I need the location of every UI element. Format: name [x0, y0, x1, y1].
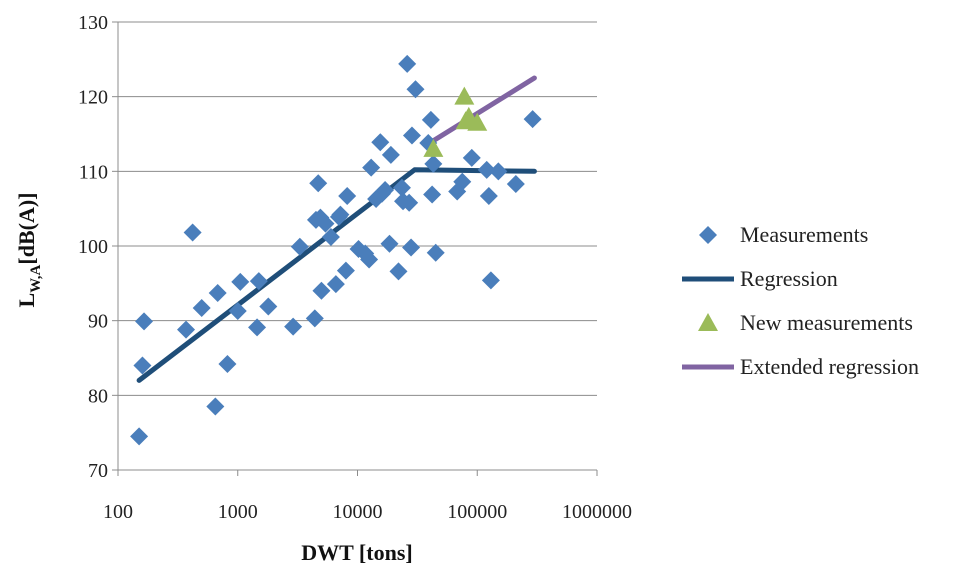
- measurement-point: [360, 250, 379, 269]
- data-points: [130, 54, 542, 446]
- legend: Measurements Regression New measurements Ex…: [682, 222, 919, 379]
- measurement-point: [402, 126, 421, 145]
- legend-label-regression: Regression: [740, 266, 838, 291]
- measurement-point: [192, 298, 211, 317]
- legend-swatch-measurements: [699, 226, 717, 244]
- y-tick-label: 100: [78, 236, 108, 258]
- measurement-point: [177, 320, 196, 339]
- measurement-point: [392, 178, 411, 197]
- measurement-point: [481, 271, 500, 290]
- measurement-point: [309, 174, 328, 193]
- new-measurement-point: [454, 86, 475, 105]
- measurement-point: [506, 175, 525, 194]
- measurement-point: [326, 275, 345, 294]
- measurement-point: [305, 309, 324, 328]
- measurement-point: [316, 214, 335, 233]
- measurement-point: [398, 54, 417, 73]
- measurement-point: [248, 318, 267, 337]
- measurement-point: [421, 110, 440, 129]
- measurement-point: [376, 181, 395, 199]
- new-measurement-point: [467, 112, 488, 131]
- x-tick-label: 1000: [218, 501, 258, 523]
- measurement-point: [249, 272, 268, 291]
- series-line-extended-regression: [429, 75, 537, 144]
- measurement-point: [406, 80, 425, 99]
- measurement-point: [402, 238, 421, 257]
- measurement-point: [362, 158, 381, 177]
- measurement-point: [231, 272, 250, 291]
- measurement-point: [489, 162, 508, 181]
- measurement-point: [228, 301, 247, 320]
- measurement-point: [453, 172, 472, 191]
- x-tick-label: 100000: [447, 501, 507, 523]
- new-measurement-point: [423, 138, 444, 157]
- y-tick-label: 70: [88, 460, 108, 482]
- measurement-point: [477, 160, 496, 179]
- y-tick-label: 120: [78, 87, 108, 109]
- measurement-point: [423, 185, 442, 204]
- measurement-point: [479, 186, 498, 205]
- y-axis-title-subscript: W,A: [28, 264, 44, 292]
- x-axis-title: DWT [tons]: [301, 540, 412, 565]
- x-tick-label: 100: [103, 501, 133, 523]
- y-tick-label: 130: [78, 12, 108, 34]
- measurement-point: [259, 297, 278, 316]
- measurement-point: [130, 427, 149, 446]
- series-line-regression: [136, 167, 537, 383]
- legend-swatch-new-measurements: [698, 313, 718, 331]
- y-axis-title-unit: [dB(A)]: [14, 192, 39, 264]
- measurement-point: [462, 148, 481, 167]
- measurement-point: [424, 154, 443, 173]
- y-tick-label: 110: [79, 161, 108, 183]
- y-axis-title-main: L: [14, 293, 39, 308]
- legend-label-measurements: Measurements: [740, 222, 868, 247]
- x-tick-label: 1000000: [562, 501, 632, 523]
- measurement-point: [523, 110, 542, 129]
- measurement-point: [380, 234, 399, 253]
- measurement-point: [284, 317, 303, 336]
- measurement-point: [135, 312, 154, 331]
- measurement-point: [338, 186, 357, 205]
- measurement-point: [400, 193, 419, 212]
- x-axis-ticks: 100 1000 10000 100000 1000000: [103, 470, 632, 523]
- y-tick-label: 90: [88, 311, 108, 333]
- measurement-point: [133, 356, 152, 375]
- measurement-point: [218, 354, 237, 373]
- measurement-point: [208, 284, 227, 303]
- x-tick-label: 10000: [333, 501, 383, 523]
- y-tick-label: 80: [88, 385, 108, 407]
- measurement-point: [371, 133, 390, 152]
- measurement-point: [183, 223, 202, 242]
- measurement-point: [356, 244, 375, 263]
- measurement-point: [321, 228, 340, 247]
- measurement-point: [336, 261, 355, 280]
- measurement-point: [331, 205, 350, 224]
- measurement-point: [381, 145, 400, 164]
- measurement-point: [389, 262, 408, 281]
- legend-label-new-measurements: New measurements: [740, 310, 913, 335]
- measurement-point: [426, 243, 445, 262]
- y-axis-ticks: 70 80 90 100 110 120 130: [78, 12, 118, 482]
- measurement-point: [206, 397, 225, 416]
- measurement-point: [290, 237, 309, 256]
- y-axis-title: LW,A[dB(A)]: [14, 192, 44, 307]
- measurement-point: [312, 281, 331, 300]
- legend-label-extended-regression: Extended regression: [740, 354, 919, 379]
